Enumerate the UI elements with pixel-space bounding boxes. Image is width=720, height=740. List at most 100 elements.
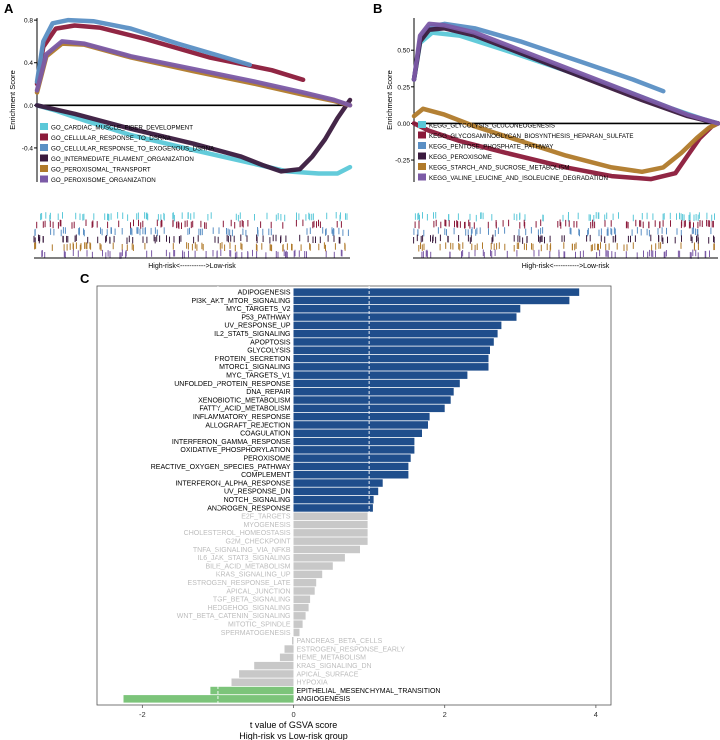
bar (293, 396, 451, 404)
bar-label: GLYCOLYSIS (247, 348, 291, 355)
y-axis-label: Enrichment Score (8, 70, 17, 130)
bar-label: DNA_REPAIR (246, 389, 290, 396)
bar-label: G2M_CHECKPOINT (226, 539, 292, 546)
bar-label: COAGULATION (240, 431, 290, 438)
bar-label: XENOBIOTIC_METABOLISM (198, 397, 291, 404)
bar-label: IL2_STAT5_SIGNALING (214, 331, 290, 338)
bar-label: UNFOLDED_PROTEIN_RESPONSE (174, 381, 291, 388)
y-tick-label: 0.50 (397, 48, 410, 55)
bar (231, 678, 294, 686)
bar (293, 529, 368, 537)
bar (293, 288, 580, 296)
bar-label: MITOTIC_SPINDLE (228, 622, 291, 629)
legend-swatch (418, 142, 426, 149)
bar-label: APICAL_JUNCTION (226, 588, 290, 595)
legend-swatch (418, 152, 426, 160)
legend-swatch (418, 173, 426, 181)
bar-label: EPITHELIAL_MESENCHYMAL_TRANSITION (297, 688, 441, 695)
legend-label: KEGG_GLYCOSAMINOGLYCAN_BIOSYNTHESIS_HEPA… (429, 133, 633, 140)
bar-label: ANDROGEN_RESPONSE (207, 505, 291, 512)
x-axis-title: t value of GSVA score (250, 720, 337, 730)
bar-label: APICAL_SURFACE (297, 671, 359, 678)
legend-label: GO_CARDIAC_MUSCLE_FIBER_DEVELOPMENT (51, 125, 193, 132)
x-tick-label: 0 (291, 710, 295, 719)
legend-swatch (40, 123, 48, 130)
bar (293, 554, 345, 562)
y-tick-label: -0.25 (395, 158, 410, 165)
bar-label: HEDGEHOG_SIGNALING (208, 605, 291, 612)
bar-label: APOPTOSIS (250, 339, 291, 346)
bar-label: PROTEIN_SECRETION (215, 356, 291, 363)
legend-swatch (418, 163, 426, 170)
y-tick-label: -0.4 (22, 145, 34, 152)
bar-label: HYPOXIA (297, 680, 328, 687)
bar-label: INFLAMMATORY_RESPONSE (193, 414, 291, 421)
bar-label: P53_PATHWAY (241, 314, 290, 321)
bar (293, 504, 373, 512)
bar (293, 296, 570, 305)
bar (239, 670, 294, 678)
bar (293, 471, 409, 479)
y-tick-label: 0.25 (397, 84, 410, 91)
series-line (34, 17, 253, 85)
bar (293, 487, 379, 496)
bar-label: REACTIVE_OXYGEN_SPECIES_PATHWAY (151, 464, 291, 471)
bar (293, 520, 368, 529)
bar (293, 363, 489, 371)
bar-label: TGF_BETA_SIGNALING (213, 597, 291, 604)
bar (293, 512, 368, 520)
bar (293, 321, 502, 330)
x-tick-label: -2 (139, 710, 146, 719)
bar-label: KRAS_SIGNALING_UP (216, 572, 291, 579)
bar-label: NOTCH_SIGNALING (224, 497, 291, 504)
bar (293, 570, 323, 579)
legend-label: GO_CELLULAR_RESPONSE_TO_EXOGENOUS_DSRNA (51, 146, 215, 153)
bar (293, 329, 498, 338)
bar (293, 595, 311, 603)
legend-label: KEGG_GLYCOLYSIS_GLUCONEOGENESIS (429, 123, 555, 130)
bar (293, 313, 517, 321)
bar (293, 412, 430, 421)
bar (293, 603, 309, 612)
bar (293, 421, 428, 429)
legend-label: GO_CELLULAR_RESPONSE_TO_DSRNA (51, 135, 172, 142)
bar-label: PI3K_AKT_MTOR_SIGNALING (191, 298, 290, 305)
bar-label: BILE_ACID_METABOLISM (205, 563, 290, 570)
bar (293, 371, 468, 379)
y-tick-label: 0.8 (24, 18, 33, 25)
bar (293, 562, 333, 570)
bar (293, 346, 490, 354)
series-line (34, 97, 353, 174)
legend-swatch (40, 165, 48, 172)
bar (293, 305, 521, 313)
legend-swatch (40, 144, 48, 151)
legend-swatch (40, 154, 48, 162)
bar (123, 695, 294, 703)
bar (293, 338, 494, 346)
bar (293, 462, 409, 471)
series-line (411, 21, 720, 126)
bar-label: UV_RESPONSE_DN (224, 489, 291, 496)
bar (293, 379, 460, 388)
legend-label: GO_INTERMEDIATE_FILAMENT_ORGANIZATION (51, 156, 194, 163)
bar-label: WNT_BETA_CATENIN_SIGNALING (177, 613, 291, 620)
x-axis-label: High-risk<----------->Low-risk (148, 263, 236, 270)
x-tick-label: 2 (443, 710, 447, 719)
bar-label: IL6_JAK_STAT3_SIGNALING (197, 555, 290, 562)
bar (293, 354, 489, 363)
bar (293, 545, 360, 554)
bar-label: ADIPOGENESIS (238, 290, 291, 297)
bar-label: E2F_TARGETS (241, 514, 291, 521)
bar (254, 661, 294, 670)
bar (293, 479, 383, 487)
bar-label: INTERFERON_GAMMA_RESPONSE (172, 439, 291, 446)
bar (279, 653, 294, 662)
bar (293, 612, 306, 620)
legend-label: GO_PEROXISOMAL_TRANSPORT (51, 167, 151, 174)
bar-label: ALLOGRAFT_REJECTION (205, 422, 290, 429)
x-tick-label: 4 (594, 710, 598, 719)
bar (293, 495, 374, 504)
y-tick-label: 0.4 (24, 60, 33, 67)
bar-label: FATTY_ACID_METABOLISM (199, 406, 290, 413)
y-tick-label: 0.0 (24, 103, 33, 110)
